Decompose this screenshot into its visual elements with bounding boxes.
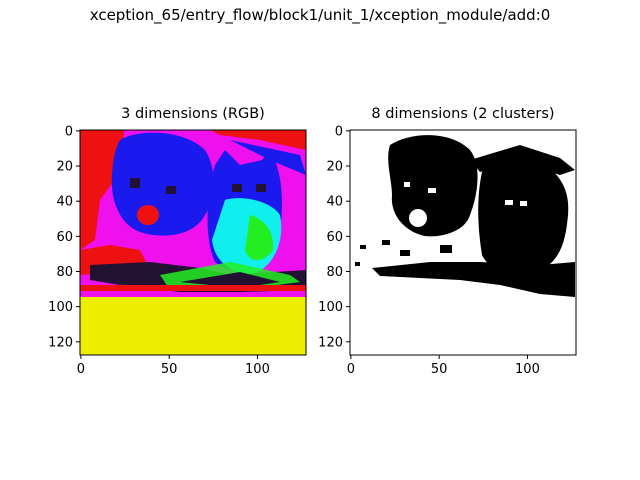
y-tick-label: 100 [318,300,343,315]
y-tick-label: 60 [56,230,73,245]
rgb-cluster-image [80,130,306,355]
figure-title: xception_65/entry_flow/block1/unit_1/xce… [89,6,551,24]
y-tick-label: 80 [56,265,73,280]
y-tick-label: 100 [48,300,73,315]
y-tick-label: 60 [326,230,343,245]
y-tick-label: 0 [335,124,343,139]
left-panel-title: 3 dimensions (RGB) [121,106,265,122]
axis-ticks: 0 50 100 0 20 40 60 80 100 120 0 50 100 0 20 40 60 80 100 1… [48,124,540,377]
right-axes-frame [349,129,577,356]
y-tick-label: 120 [48,335,73,350]
y-tick-label: 0 [65,124,73,139]
y-tick-label: 20 [56,160,73,175]
x-tick-label: 100 [245,362,270,377]
y-tick-label: 40 [326,195,343,210]
x-tick-label: 50 [161,362,178,377]
y-tick-label: 80 [326,265,343,280]
x-tick-label: 50 [431,362,448,377]
x-tick-label: 100 [515,362,540,377]
y-tick-label: 40 [56,195,73,210]
x-tick-label: 0 [347,362,355,377]
left-axes-frame [79,129,307,356]
x-tick-label: 0 [77,362,85,377]
right-panel-title: 8 dimensions (2 clusters) [371,106,555,122]
cluster-mask-image [350,130,576,355]
y-tick-label: 20 [326,160,343,175]
y-tick-label: 120 [318,335,343,350]
